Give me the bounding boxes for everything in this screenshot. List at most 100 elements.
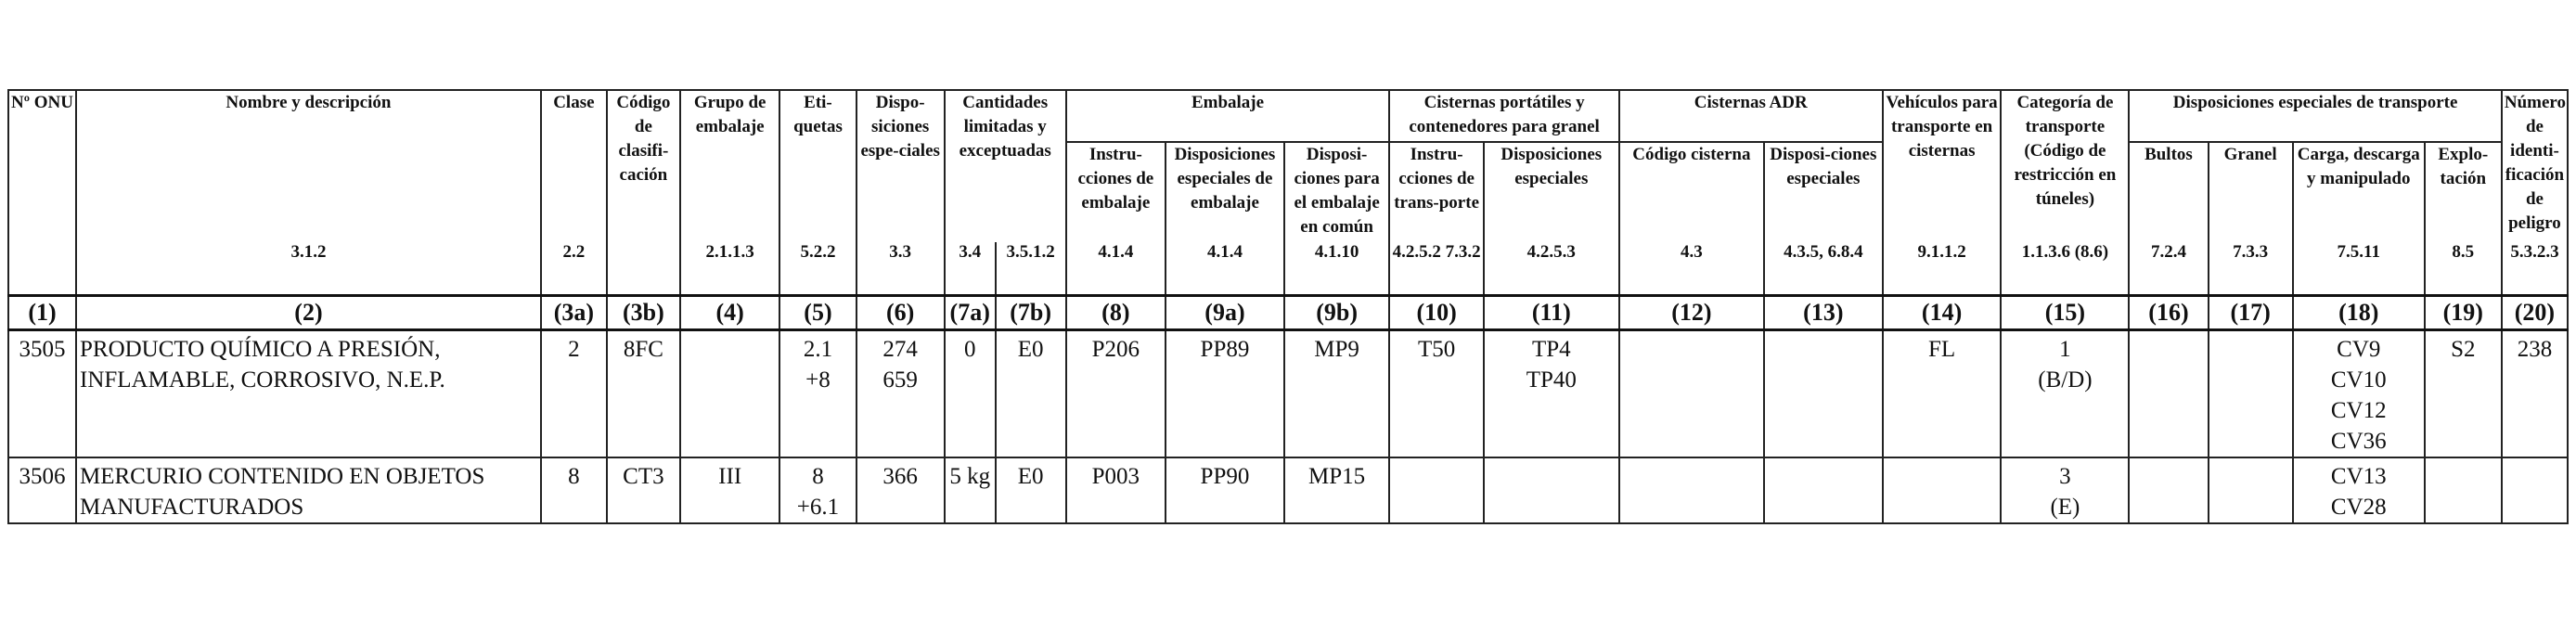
cell-tank-sp	[1762, 457, 1884, 524]
ref-classification-code	[605, 242, 681, 297]
column-number: (16)	[2128, 294, 2209, 331]
cell-vehicle: FL	[1881, 328, 2003, 458]
header-class: Clase	[539, 89, 608, 242]
cell-portable-tank-instr	[1388, 457, 1485, 524]
column-number: (2)	[75, 294, 542, 331]
header-special-provisions: Dispo-siciones espe-ciales	[855, 89, 946, 242]
cell-line: CV36	[2330, 429, 2387, 454]
ref-class: 2.2	[539, 242, 608, 297]
column-number: (15)	[2000, 294, 2131, 331]
header-mixed-packing-provisions: Disposi-ciones para el embalaje en común	[1282, 141, 1391, 242]
cell-line: CV13	[2330, 464, 2387, 489]
header-labels: Eti-quetas	[779, 89, 857, 242]
cell-packing-group	[678, 328, 781, 458]
cell-labels: 2.1 +8	[779, 328, 857, 458]
column-number: (9b)	[1282, 294, 1391, 331]
ref-hazard-id: 5.3.2.3	[2500, 242, 2570, 297]
ref-vehicle: 9.1.1.2	[1881, 242, 2003, 297]
cell-line: +8	[805, 367, 831, 393]
cell-eq: E0	[994, 328, 1067, 458]
cell-line: CV9	[2337, 337, 2381, 362]
ref-transport-category: 1.1.3.6 (8.6)	[2000, 242, 2131, 297]
column-number: (4)	[678, 294, 781, 331]
ref-portable-tank-provisions: 4.2.5.3	[1482, 242, 1620, 297]
table-body: 3505 PRODUCTO QUÍMICO A PRESIÓN, INFLAMAB…	[7, 328, 2570, 524]
cell-bulk	[2207, 457, 2294, 524]
ref-packing-instructions: 4.1.4	[1064, 242, 1167, 297]
column-number: (6)	[855, 294, 946, 331]
header-packing-group: Grupo de embalaje	[678, 89, 781, 242]
header-classification-code: Código de clasifi-cación	[605, 89, 681, 242]
header-operation: Explo-tación	[2423, 141, 2503, 242]
cell-tank-code	[1617, 328, 1765, 458]
header-name-description: Nombre y descripción	[75, 89, 542, 242]
cell-packing-group: III	[678, 457, 781, 524]
column-number: (3a)	[539, 294, 608, 331]
cell-mixed-packing: MP9	[1282, 328, 1391, 458]
cell-class: 2	[539, 328, 608, 458]
cell-line: CV12	[2330, 398, 2387, 423]
cell-line: (B/D)	[2038, 367, 2093, 393]
header-special-packing-provisions: Disposiciones especiales de embalaje	[1165, 141, 1285, 242]
ref-excepted-quantity: 3.5.1.2	[994, 242, 1067, 297]
cell-packages	[2128, 328, 2209, 458]
header-adr-tanks: Cisternas ADR	[1617, 89, 1884, 143]
cell-vehicle	[1881, 457, 2003, 524]
column-number: (9a)	[1165, 294, 1285, 331]
ref-un-number	[7, 242, 77, 297]
column-number-row: (1) (2) (3a) (3b) (4) (5) (6) (7a) (7b) (8) (9a) (9…	[7, 294, 2570, 331]
ref-labels: 5.2.2	[779, 242, 857, 297]
column-number: (10)	[1388, 294, 1485, 331]
column-number: (3b)	[605, 294, 681, 331]
cell-line: CV28	[2330, 495, 2387, 520]
ref-name: 3.1.2	[75, 242, 542, 297]
column-number: (1)	[7, 294, 77, 331]
cell-eq: E0	[994, 457, 1067, 524]
header-bulk: Granel	[2207, 141, 2294, 242]
cell-name: MERCURIO CONTENIDO EN OBJETOS MANUFACTUR…	[75, 457, 542, 524]
cell-portable-tank-sp	[1482, 457, 1620, 524]
column-number: (20)	[2500, 294, 2570, 331]
cell-line: CV10	[2330, 367, 2387, 393]
ref-loading: 7.5.11	[2291, 242, 2426, 297]
cell-bulk	[2207, 328, 2294, 458]
cell-line: +6.1	[796, 495, 840, 520]
column-number: (13)	[1762, 294, 1884, 331]
cell-category: 3 (E)	[2000, 457, 2131, 524]
column-number: (17)	[2207, 294, 2294, 331]
cell-name: PRODUCTO QUÍMICO A PRESIÓN, INFLAMABLE, …	[75, 328, 542, 458]
column-number: (11)	[1482, 294, 1620, 331]
cell-loading: CV9 CV10 CV12 CV36	[2291, 328, 2426, 458]
cell-loading: CV13 CV28	[2291, 457, 2426, 524]
ref-special-provisions: 3.3	[855, 242, 946, 297]
ref-packages: 7.2.4	[2128, 242, 2209, 297]
cell-operation: S2	[2423, 328, 2503, 458]
ref-bulk: 7.3.3	[2207, 242, 2294, 297]
column-number: (14)	[1881, 294, 2003, 331]
header-packaging: Embalaje	[1064, 89, 1391, 143]
cell-line: 1	[2059, 337, 2071, 362]
ref-tank-code: 4.3	[1617, 242, 1765, 297]
header-packages: Bultos	[2128, 141, 2209, 242]
cell-line: TP40	[1526, 367, 1577, 393]
cell-un-no: 3506	[7, 457, 77, 524]
adr-dangerous-goods-table: Nº ONU Nombre y descripción Clase Código…	[7, 89, 2570, 524]
cell-packing-instructions: P003	[1064, 457, 1167, 524]
cell-special-provisions: 366	[855, 457, 946, 524]
cell-line: 366	[882, 464, 918, 489]
header-tank-code: Código cisterna	[1617, 141, 1765, 242]
cell-labels: 8 +6.1	[779, 457, 857, 524]
column-number: (7a)	[943, 294, 997, 331]
cell-tank-sp	[1762, 328, 1884, 458]
cell-packages	[2128, 457, 2209, 524]
cell-class-code: CT3	[605, 457, 681, 524]
header-limited-quantities: Cantidades limitadas y exceptuadas	[943, 89, 1067, 242]
ref-packing-group: 2.1.1.3	[678, 242, 781, 297]
header-transport-category: Categoría de transporte (Código de restr…	[2000, 89, 2131, 242]
header-special-transport-provisions: Disposiciones especiales de transporte	[2128, 89, 2503, 143]
ref-limited-quantity: 3.4	[943, 242, 997, 297]
cell-hazard-id: 238	[2500, 328, 2570, 458]
cell-portable-tank-instr: T50	[1388, 328, 1485, 458]
cell-category: 1 (B/D)	[2000, 328, 2131, 458]
header-tank-special-provisions: Disposiciones especiales	[1482, 141, 1620, 242]
